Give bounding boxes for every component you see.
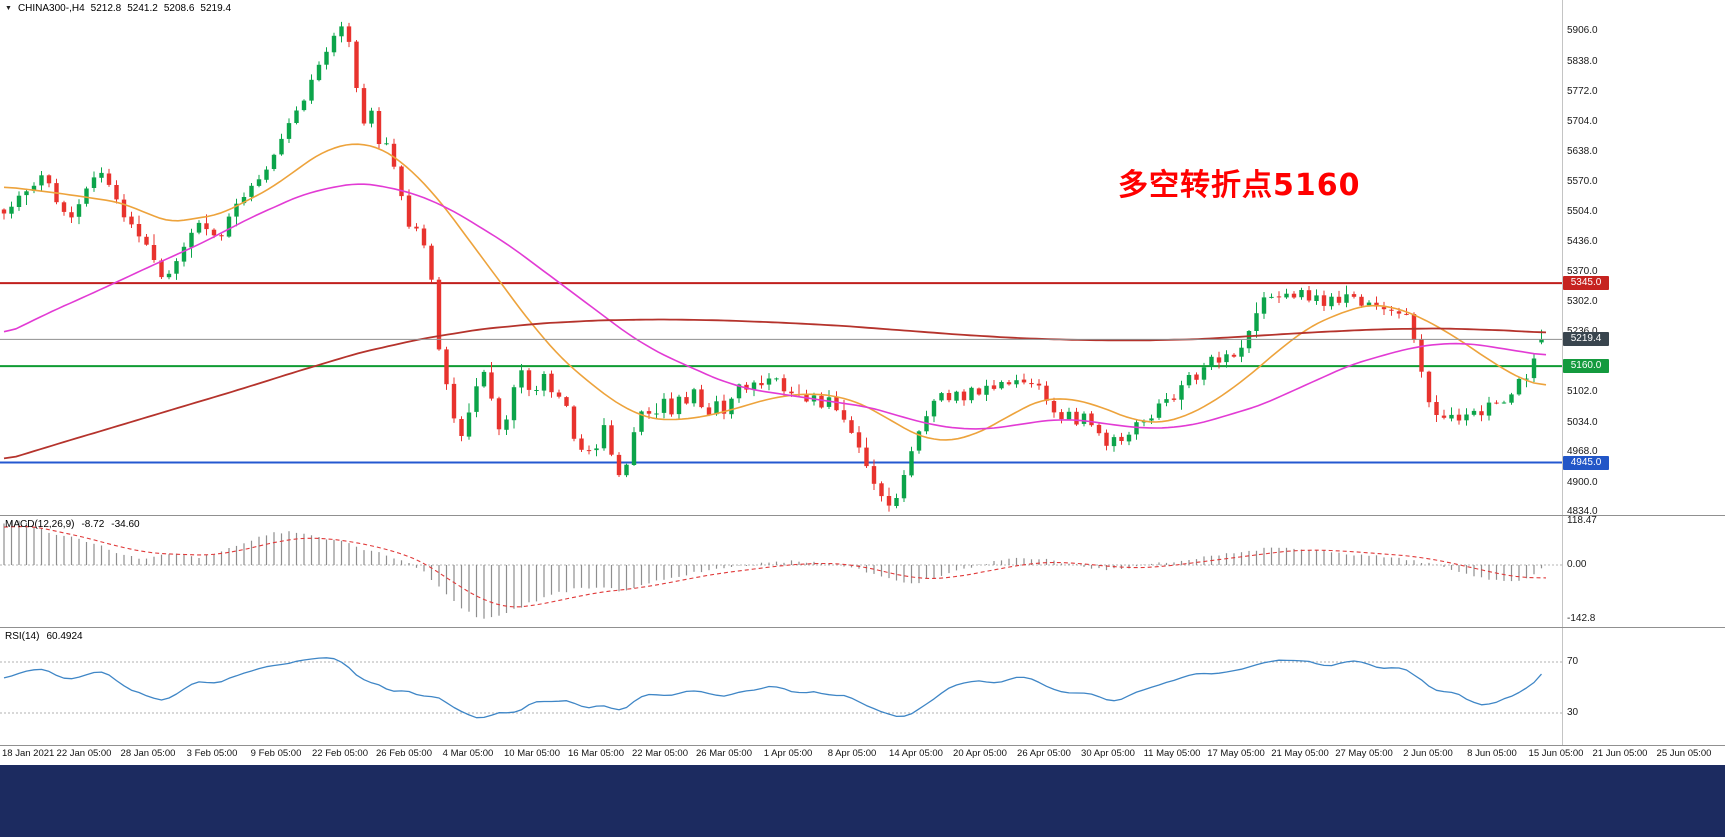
price-line-badge: 4945.0 xyxy=(1563,455,1609,470)
price-axis-separator xyxy=(1562,0,1563,745)
rsi-level-label: 70 xyxy=(1567,656,1579,667)
time-axis-label: 9 Feb 05:00 xyxy=(250,748,302,759)
main-chart-canvas[interactable] xyxy=(0,0,1725,515)
ma-slow-red xyxy=(3,318,1547,460)
time-axis-label: 26 Apr 05:00 xyxy=(1017,748,1071,759)
time-axis-label: 8 Jun 05:00 xyxy=(1467,748,1517,759)
time-axis[interactable]: 18 Jan 2021 22 Jan 05:00 28 Jan 05:00 3 Feb… xyxy=(0,745,1725,765)
price-tick-label: 5906.0 xyxy=(1567,25,1598,37)
time-axis-label: 14 Apr 05:00 xyxy=(889,748,943,759)
time-axis-label: 28 Jan 05:00 xyxy=(120,748,176,759)
panel-divider[interactable] xyxy=(0,627,1725,628)
price-tick-label: 5236.0 xyxy=(1567,326,1627,338)
time-axis-label: 16 Mar 05:00 xyxy=(568,748,624,759)
macd-signal-line xyxy=(3,526,1547,608)
price-tick-label: 5436.0 xyxy=(1567,236,1598,248)
time-axis-label: 22 Jan 05:00 xyxy=(56,748,112,759)
macd-scale-label: 0.00 xyxy=(1567,559,1587,570)
time-axis-label: 2 Jun 05:00 xyxy=(1403,748,1453,759)
price-tick-label: 4968.0 xyxy=(1567,446,1598,458)
candles-layer xyxy=(1,21,1544,512)
price-tick-label: 5370.0 xyxy=(1567,265,1598,277)
time-axis-label: 11 May 05:00 xyxy=(1143,748,1201,759)
ohlc-low-value: 5208.6 xyxy=(163,3,195,14)
price-tick-label: 5504.0 xyxy=(1567,205,1598,217)
price-line-badge: 5345.0 xyxy=(1563,276,1609,291)
ohlc-close-value: 5219.4 xyxy=(200,3,232,14)
macd-indicator-label: MACD(12,26,9) -8.72 -34.60 xyxy=(5,519,140,530)
rsi-level-label: 30 xyxy=(1567,707,1579,718)
time-axis-label: 17 May 05:00 xyxy=(1207,748,1265,759)
chart-title-bar: ▼ CHINA300-,H4 5212.8 5241.2 5208.6 5219… xyxy=(5,3,231,14)
rsi-value: 60.4924 xyxy=(46,631,83,642)
macd-panel-canvas[interactable] xyxy=(0,516,1725,627)
bottom-bar xyxy=(0,765,1725,837)
price-tick-label: 4900.0 xyxy=(1567,476,1598,488)
time-axis-label: 26 Feb 05:00 xyxy=(376,748,432,759)
time-axis-label: 25 Jun 05:00 xyxy=(1656,748,1712,759)
time-axis-label: 20 Apr 05:00 xyxy=(953,748,1007,759)
time-axis-label: 26 Mar 05:00 xyxy=(696,748,752,759)
price-line-badge: 5160.0 xyxy=(1563,359,1609,374)
rsi-panel-canvas[interactable] xyxy=(0,628,1725,745)
macd-signal-value: -34.60 xyxy=(111,519,140,530)
rsi-indicator-label: RSI(14) 60.4924 xyxy=(5,631,83,642)
price-tick-label: 5772.0 xyxy=(1567,85,1598,97)
ma-mid-magenta xyxy=(3,183,1547,430)
macd-name: MACD(12,26,9) xyxy=(5,519,75,530)
time-axis-label: 30 Apr 05:00 xyxy=(1081,748,1135,759)
ma-fast-orange xyxy=(3,143,1547,441)
time-axis-label: 22 Mar 05:00 xyxy=(632,748,688,759)
time-axis-label: 18 Jan 2021 xyxy=(2,748,55,759)
time-axis-label: 8 Apr 05:00 xyxy=(827,748,877,759)
price-tick-label: 5638.0 xyxy=(1567,145,1598,157)
price-tick-label: 5704.0 xyxy=(1567,116,1598,127)
ohlc-open-value: 5212.8 xyxy=(90,3,122,14)
time-axis-label: 15 Jun 05:00 xyxy=(1528,748,1584,759)
price-line-badge: 5219.4 xyxy=(1563,332,1609,347)
time-axis-label: 4 Mar 05:00 xyxy=(442,748,494,759)
price-tick-label: 5302.0 xyxy=(1567,296,1598,308)
macd-main-value: -8.72 xyxy=(81,519,105,530)
price-tick-label: 4834.0 xyxy=(1567,506,1598,518)
panel-divider[interactable] xyxy=(0,515,1725,516)
time-axis-label: 27 May 05:00 xyxy=(1335,748,1393,759)
time-axis-label: 3 Feb 05:00 xyxy=(186,748,238,759)
panel-divider xyxy=(0,745,1725,746)
price-tick-label: 5102.0 xyxy=(1567,386,1598,398)
time-axis-label: 10 Mar 05:00 xyxy=(504,748,560,759)
macd-histogram xyxy=(3,520,1543,619)
price-tick-label: 5570.0 xyxy=(1567,176,1598,188)
time-axis-label: 21 May 05:00 xyxy=(1271,748,1329,759)
time-axis-label: 22 Feb 05:00 xyxy=(312,748,368,759)
macd-scale-label: 118.47 xyxy=(1567,514,1597,526)
time-axis-label: 21 Jun 05:00 xyxy=(1592,748,1648,759)
ohlc-high-value: 5241.2 xyxy=(127,3,158,14)
annotation-text: 多空转折点5160 xyxy=(1118,168,1361,203)
macd-scale-label: -142.8 xyxy=(1567,612,1596,624)
rsi-name: RSI(14) xyxy=(5,631,40,642)
time-axis-label: 1 Apr 05:00 xyxy=(763,748,813,759)
chart-symbol-label: CHINA300-,H4 xyxy=(17,3,85,14)
rsi-line xyxy=(3,657,1542,719)
price-tick-label: 5838.0 xyxy=(1567,55,1598,67)
price-tick-label: 5034.0 xyxy=(1567,416,1598,428)
chart-dropdown-icon[interactable]: ▼ xyxy=(5,5,12,12)
